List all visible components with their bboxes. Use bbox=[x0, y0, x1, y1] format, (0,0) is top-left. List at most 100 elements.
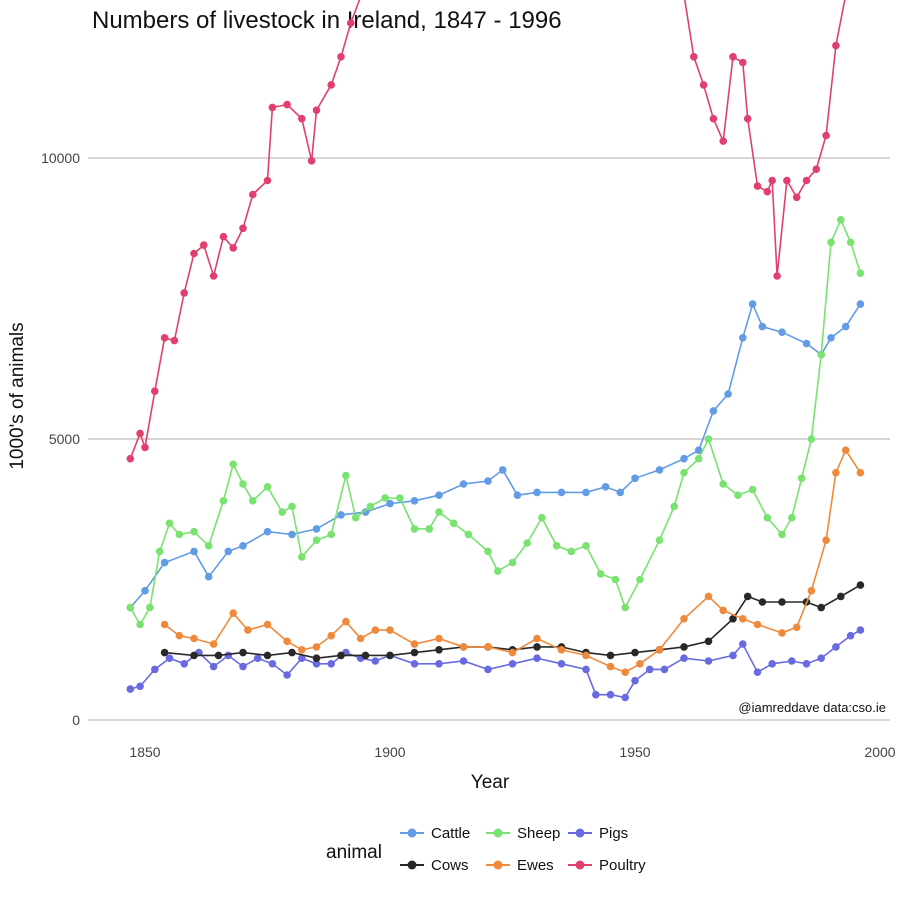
series-layer bbox=[126, 0, 865, 702]
data-point-ewes bbox=[719, 606, 727, 615]
data-point-cattle bbox=[709, 407, 718, 415]
data-point-cows bbox=[758, 598, 767, 606]
data-point-poultry bbox=[249, 190, 257, 199]
data-point-poultry bbox=[773, 272, 781, 280]
data-point-poultry bbox=[141, 443, 149, 452]
data-point-cattle bbox=[841, 322, 850, 331]
data-point-poultry bbox=[739, 58, 747, 67]
data-point-sheep bbox=[312, 536, 321, 544]
data-point-cows bbox=[856, 581, 865, 589]
data-point-poultry bbox=[283, 100, 291, 109]
series-line-pigs bbox=[130, 629, 861, 699]
data-point-ewes bbox=[778, 629, 786, 637]
data-point-sheep bbox=[636, 575, 644, 584]
data-point-ewes bbox=[841, 446, 850, 455]
data-point-ewes bbox=[822, 536, 830, 544]
data-point-sheep bbox=[484, 547, 492, 556]
data-point-ewes bbox=[807, 586, 816, 595]
data-point-pigs bbox=[817, 654, 825, 662]
data-point-cows bbox=[361, 651, 370, 660]
data-point-cows bbox=[190, 651, 198, 660]
data-point-cattle bbox=[856, 300, 865, 308]
data-point-sheep bbox=[155, 547, 164, 556]
data-point-sheep bbox=[381, 494, 389, 502]
data-point-pigs bbox=[435, 660, 443, 668]
data-point-cows bbox=[312, 654, 321, 662]
data-point-cattle bbox=[498, 466, 507, 474]
data-point-cows bbox=[288, 648, 296, 657]
legend-key-dot bbox=[575, 828, 585, 838]
data-point-sheep bbox=[342, 471, 350, 480]
legend-label: Ewes bbox=[517, 857, 554, 874]
data-point-ewes bbox=[327, 631, 336, 640]
legend-item-pigs: Pigs bbox=[568, 825, 628, 842]
data-point-cattle bbox=[263, 527, 272, 536]
data-point-cattle bbox=[778, 328, 786, 337]
data-point-ewes bbox=[739, 615, 747, 623]
data-point-sheep bbox=[175, 530, 184, 539]
data-point-poultry bbox=[209, 272, 218, 280]
data-point-cattle bbox=[337, 511, 345, 519]
data-point-poultry bbox=[327, 81, 336, 89]
data-point-poultry bbox=[219, 232, 228, 241]
data-point-poultry bbox=[200, 241, 208, 249]
data-point-pigs bbox=[283, 671, 291, 679]
data-point-sheep bbox=[694, 454, 703, 463]
data-point-pigs bbox=[298, 654, 306, 662]
data-point-pigs bbox=[832, 643, 840, 651]
data-point-cattle bbox=[694, 446, 703, 455]
data-point-cattle bbox=[484, 477, 492, 485]
legend-label: Poultry bbox=[599, 857, 646, 874]
data-point-poultry bbox=[699, 81, 708, 89]
data-point-pigs bbox=[753, 668, 762, 676]
data-point-ewes bbox=[435, 634, 443, 643]
data-point-poultry bbox=[337, 53, 345, 61]
y-tick-label: 0 bbox=[72, 712, 80, 728]
data-point-poultry bbox=[136, 429, 144, 438]
data-point-ewes bbox=[484, 643, 492, 651]
data-point-ewes bbox=[557, 646, 566, 654]
data-point-cattle bbox=[513, 491, 522, 500]
data-point-pigs bbox=[856, 626, 865, 634]
data-point-pigs bbox=[621, 693, 629, 702]
data-point-poultry bbox=[307, 157, 316, 165]
data-point-sheep bbox=[817, 350, 825, 359]
data-point-cows bbox=[386, 651, 394, 660]
data-point-sheep bbox=[827, 238, 835, 247]
data-point-sheep bbox=[807, 435, 816, 443]
data-point-sheep bbox=[670, 502, 678, 511]
legend-key-dot bbox=[575, 860, 585, 870]
data-point-sheep bbox=[508, 558, 517, 567]
data-point-poultry bbox=[768, 176, 776, 185]
data-point-pigs bbox=[660, 665, 669, 674]
data-point-sheep bbox=[763, 513, 772, 522]
data-point-pigs bbox=[410, 660, 419, 668]
data-point-sheep bbox=[596, 570, 605, 578]
data-point-sheep bbox=[136, 620, 144, 629]
legend: Cattle Sheep Pigs Cows Ewes Poultry bbox=[400, 825, 646, 874]
data-point-cows bbox=[817, 603, 825, 612]
data-point-pigs bbox=[557, 660, 566, 668]
data-point-pigs bbox=[239, 662, 247, 671]
data-point-poultry bbox=[753, 182, 762, 190]
data-point-ewes bbox=[190, 634, 198, 643]
data-point-cattle bbox=[224, 547, 233, 556]
x-tick-label: 1950 bbox=[619, 744, 650, 760]
legend-key-dot bbox=[407, 860, 417, 870]
legend-label: Cattle bbox=[431, 825, 470, 842]
data-point-cattle bbox=[601, 483, 610, 491]
data-point-sheep bbox=[229, 460, 237, 469]
data-point-cattle bbox=[724, 390, 732, 398]
data-point-sheep bbox=[190, 527, 198, 536]
data-point-cattle bbox=[361, 508, 370, 516]
data-point-pigs bbox=[768, 660, 776, 668]
y-axis-ticks: 05000100001500020000 bbox=[41, 150, 80, 728]
data-point-ewes bbox=[160, 620, 169, 629]
data-point-sheep bbox=[239, 480, 247, 488]
legend-item-cattle: Cattle bbox=[400, 825, 470, 842]
legend-item-cows: Cows bbox=[400, 857, 469, 874]
data-point-sheep bbox=[410, 525, 419, 533]
data-point-sheep bbox=[788, 513, 796, 522]
data-point-ewes bbox=[856, 468, 865, 477]
